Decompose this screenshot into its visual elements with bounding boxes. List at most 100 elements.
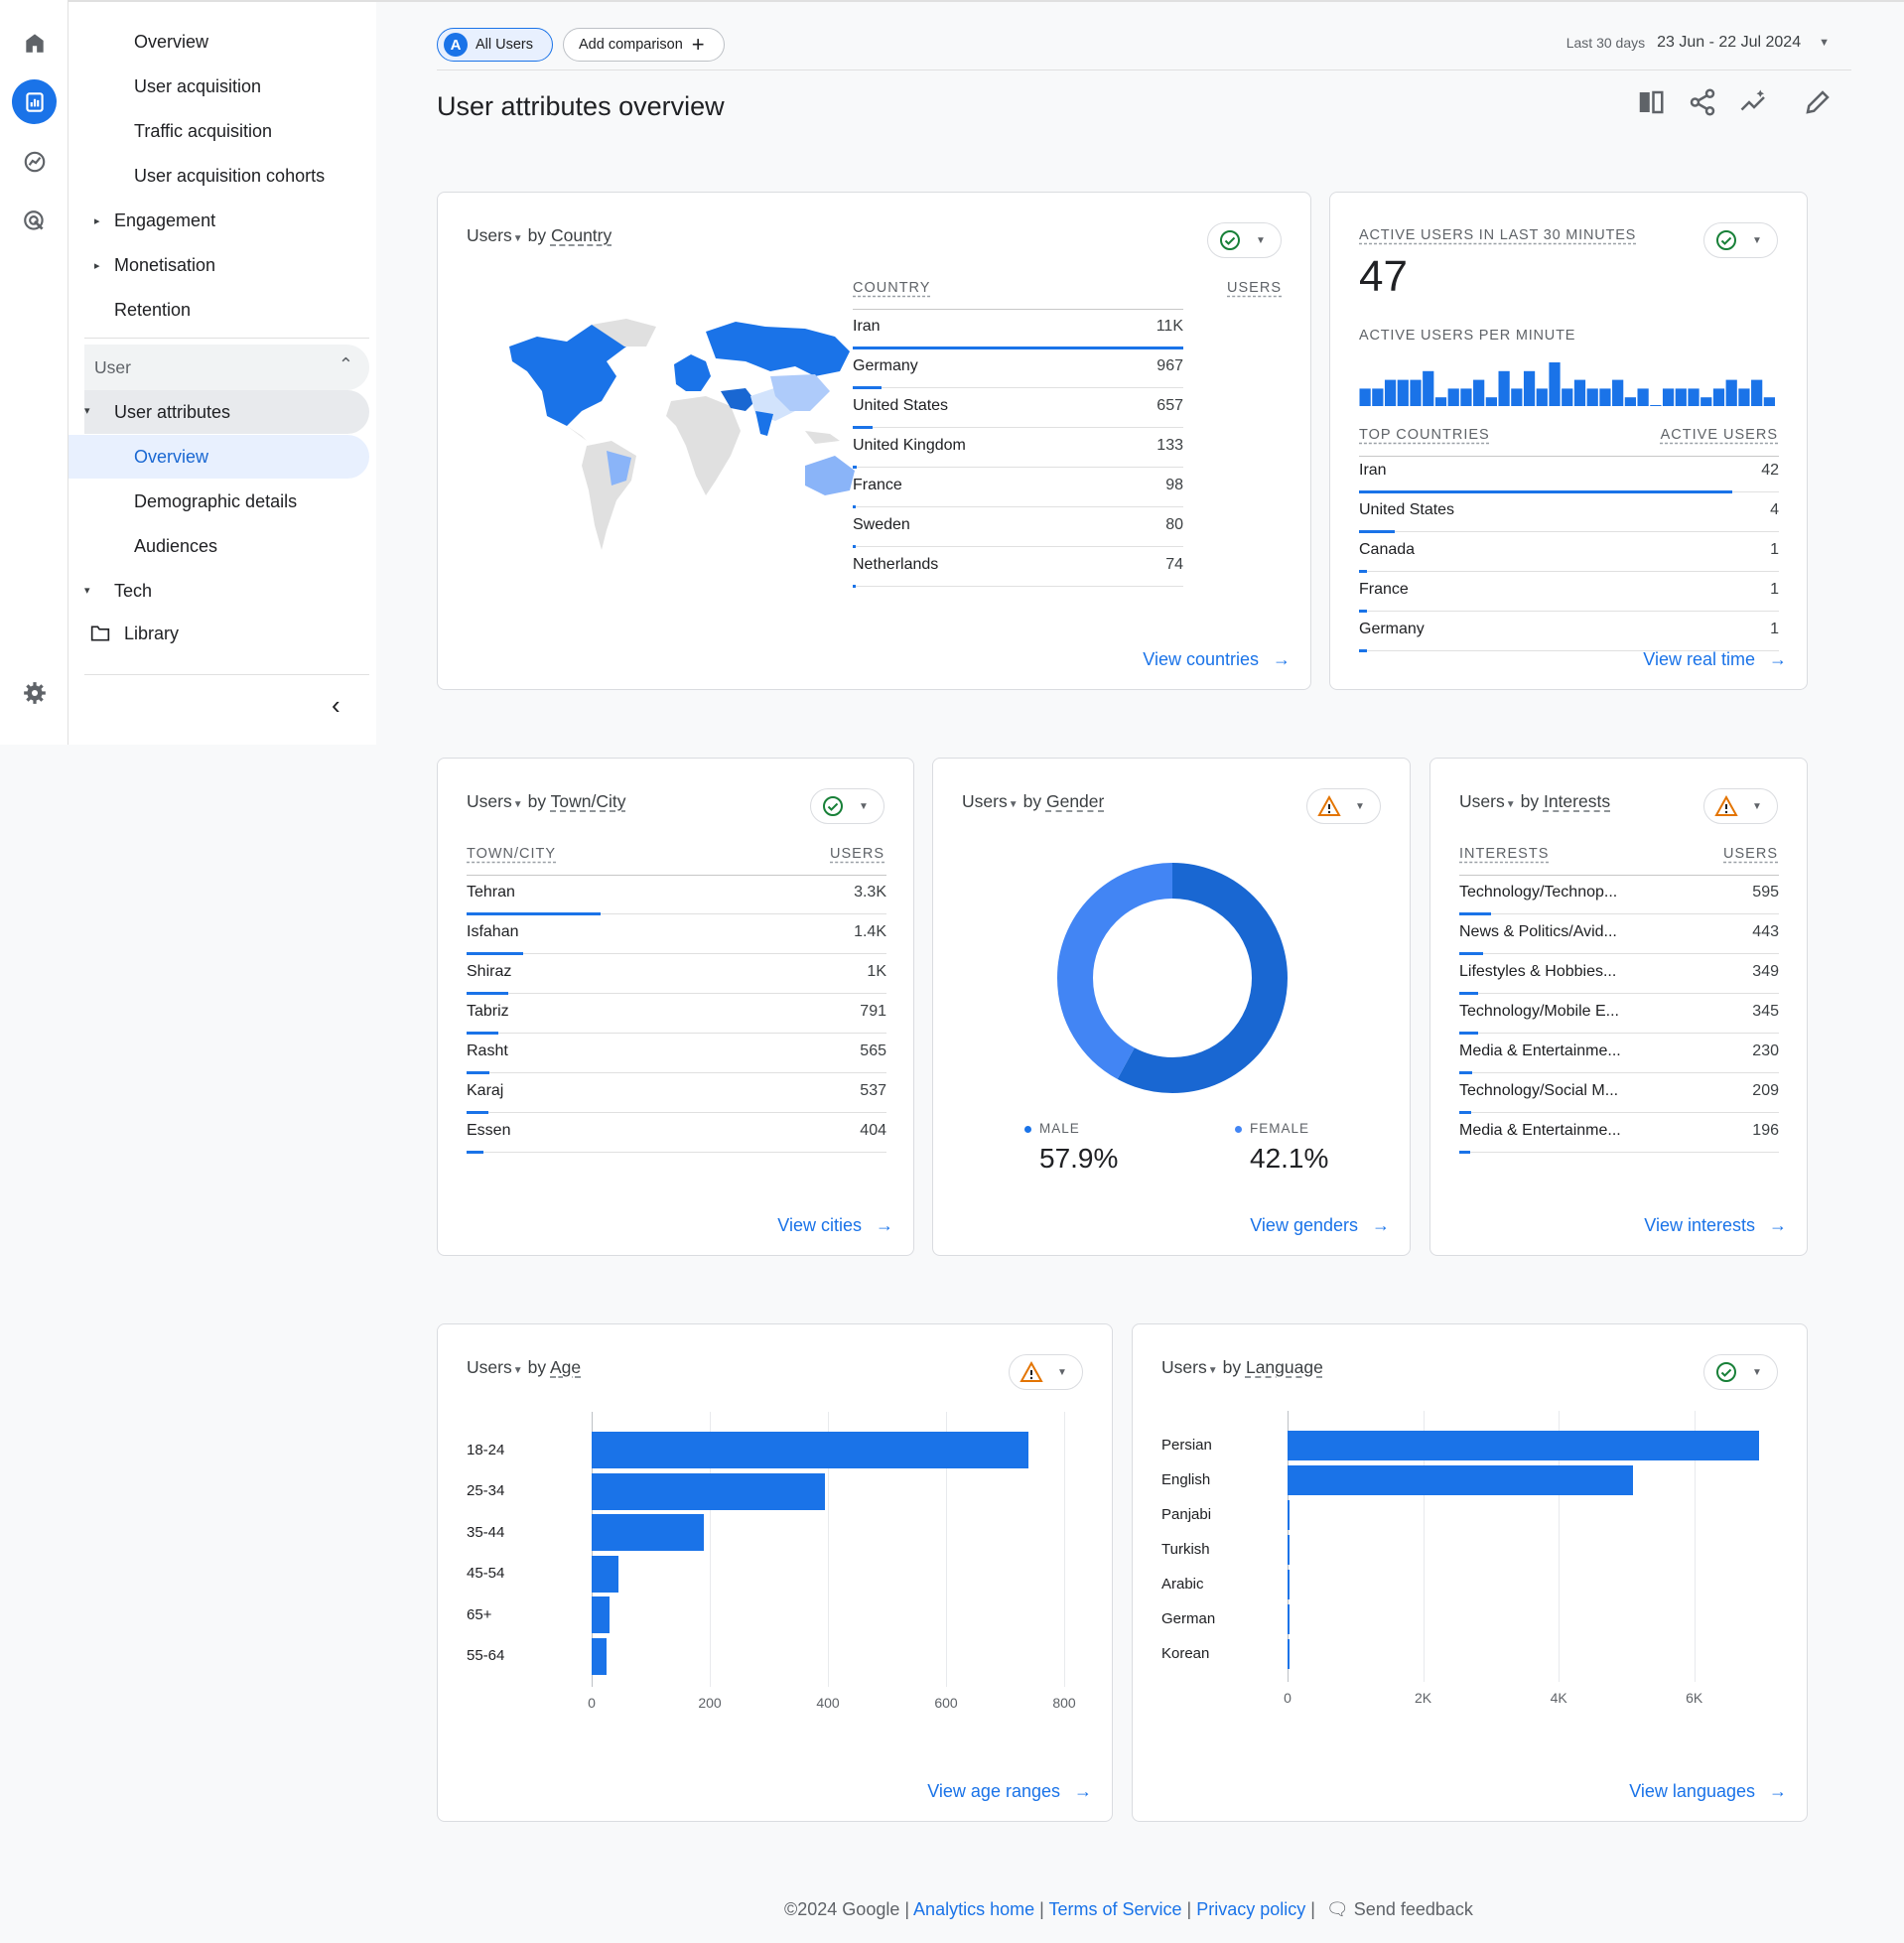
minute-bar[interactable] (1498, 370, 1510, 406)
table-row[interactable]: Isfahan 1.4K (467, 914, 886, 955)
metric-label[interactable]: Users (467, 225, 512, 245)
column-header-top-countries[interactable]: TOP COUNTRIES (1359, 427, 1490, 443)
bar[interactable] (1288, 1570, 1290, 1599)
view-genders-link[interactable]: View genders → (1250, 1215, 1390, 1236)
minute-bar[interactable] (1599, 388, 1611, 406)
minute-bar[interactable] (1675, 388, 1687, 406)
dimension-label[interactable]: Town/City (550, 791, 626, 811)
table-row[interactable]: Germany 1 (1359, 612, 1779, 652)
table-row[interactable]: Essen 404 (467, 1113, 886, 1154)
table-row[interactable]: United States 657 (853, 388, 1183, 429)
minute-bar[interactable] (1586, 388, 1598, 406)
table-row[interactable]: Tehran 3.3K (467, 875, 886, 915)
table-row[interactable]: Karaj 537 (467, 1073, 886, 1114)
table-row[interactable]: Technology/Mobile E... 345 (1459, 994, 1779, 1035)
table-row[interactable]: Technology/Social M... 209 (1459, 1073, 1779, 1114)
bar[interactable] (592, 1596, 610, 1633)
metric-label[interactable]: Users (467, 1357, 512, 1377)
table-row[interactable]: Media & Entertainme... 230 (1459, 1034, 1779, 1074)
nav-traffic-acquisition[interactable]: Traffic acquisition (134, 120, 273, 141)
minute-bar[interactable] (1410, 379, 1422, 406)
nav-user-attributes[interactable]: ▾ User attributes (84, 390, 369, 434)
bar[interactable] (592, 1472, 826, 1510)
table-row[interactable]: Media & Entertainme... 196 (1459, 1113, 1779, 1154)
minute-bar[interactable] (1447, 388, 1459, 406)
compare-icon[interactable] (1636, 87, 1666, 117)
minute-bar[interactable] (1372, 388, 1384, 406)
table-row[interactable]: Tabriz 791 (467, 994, 886, 1035)
table-row[interactable]: France 1 (1359, 572, 1779, 613)
minute-bar[interactable] (1485, 397, 1497, 406)
bar[interactable] (592, 1555, 618, 1593)
metric-label[interactable]: Users (467, 791, 512, 811)
nav-demographic-details[interactable]: Demographic details (134, 490, 298, 511)
minute-bar[interactable] (1460, 388, 1472, 406)
table-row[interactable]: Rasht 565 (467, 1034, 886, 1074)
nav-retention[interactable]: Retention (114, 299, 192, 320)
advertising-icon[interactable] (12, 199, 57, 243)
minute-bar[interactable] (1549, 362, 1561, 406)
settings-icon[interactable] (12, 670, 57, 715)
minute-bar[interactable] (1662, 388, 1675, 406)
view-countries-link[interactable]: View countries → (1143, 649, 1291, 670)
nav-monetisation[interactable]: ▸ Monetisation (94, 243, 215, 287)
nav-user-acquisition[interactable]: User acquisition (134, 75, 262, 96)
dropdown-icon[interactable]: ▼ (512, 233, 523, 244)
minute-bar[interactable] (1384, 379, 1397, 406)
table-row[interactable]: News & Politics/Avid... 443 (1459, 914, 1779, 955)
nav-audiences[interactable]: Audiences (134, 535, 218, 556)
view-interests-link[interactable]: View interests → (1644, 1215, 1787, 1236)
table-row[interactable]: United Kingdom 133 (853, 428, 1183, 469)
bar[interactable] (1288, 1465, 1634, 1495)
table-row[interactable]: Iran 11K (853, 309, 1183, 349)
share-icon[interactable] (1688, 87, 1717, 117)
column-header-active-users[interactable]: ACTIVE USERS (1660, 427, 1778, 443)
minute-bar[interactable] (1712, 388, 1725, 406)
dropdown-icon[interactable]: ▼ (512, 1365, 523, 1376)
collapse-nav-icon[interactable]: ‹ (332, 690, 340, 720)
dropdown-icon[interactable]: ▼ (1505, 799, 1516, 810)
dimension-label[interactable]: Language (1245, 1357, 1323, 1377)
view-languages-link[interactable]: View languages → (1629, 1781, 1787, 1802)
add-comparison-button[interactable]: Add comparison + (563, 28, 725, 62)
nav-overview[interactable]: Overview (134, 31, 209, 52)
table-row[interactable]: Shiraz 1K (467, 954, 886, 995)
column-header-users[interactable]: USERS (1723, 846, 1778, 862)
column-header-city[interactable]: TOWN/CITY (467, 846, 557, 862)
dropdown-icon[interactable]: ▼ (1008, 799, 1019, 810)
nav-attributes-overview[interactable]: Overview (68, 435, 369, 479)
minute-bar[interactable] (1397, 379, 1409, 406)
bar[interactable] (1288, 1639, 1290, 1669)
send-feedback-link[interactable]: Send feedback (1353, 1899, 1473, 1919)
bar[interactable] (1288, 1535, 1290, 1565)
table-row[interactable]: Canada 1 (1359, 532, 1779, 573)
view-age-ranges-link[interactable]: View age ranges → (927, 1781, 1092, 1802)
minute-bar[interactable] (1573, 379, 1586, 406)
status-pill[interactable]: ▼ (810, 788, 884, 824)
table-row[interactable]: Technology/Technop... 595 (1459, 875, 1779, 915)
metric-label[interactable]: Users (962, 791, 1008, 811)
minute-bar[interactable] (1434, 397, 1447, 406)
table-row[interactable]: Sweden 80 (853, 507, 1183, 548)
nav-engagement[interactable]: ▸ Engagement (94, 199, 215, 242)
minute-bar[interactable] (1751, 379, 1763, 406)
home-icon[interactable] (12, 20, 57, 65)
minute-bar[interactable] (1511, 388, 1523, 406)
nav-library[interactable]: Library (90, 612, 179, 655)
user-section-header[interactable]: User ⌃ (84, 345, 369, 390)
dropdown-icon[interactable]: ▼ (1207, 1365, 1218, 1376)
bar[interactable] (592, 1637, 607, 1675)
column-header-interests[interactable]: INTERESTS (1459, 846, 1550, 862)
bar[interactable] (592, 1432, 1029, 1468)
minute-bar[interactable] (1612, 379, 1624, 406)
dimension-label[interactable]: Country (550, 225, 612, 245)
column-header-users[interactable]: USERS (1227, 280, 1282, 296)
table-row[interactable]: United States 4 (1359, 492, 1779, 533)
chevron-up-icon[interactable]: ⌃ (338, 354, 353, 374)
status-pill[interactable]: ▼ (1207, 222, 1282, 258)
reports-icon[interactable] (12, 79, 57, 124)
status-pill[interactable]: ▼ (1703, 788, 1778, 824)
dimension-label[interactable]: Gender (1045, 791, 1105, 811)
analytics-home-link[interactable]: Analytics home (913, 1899, 1035, 1919)
minute-bar[interactable] (1523, 370, 1536, 406)
